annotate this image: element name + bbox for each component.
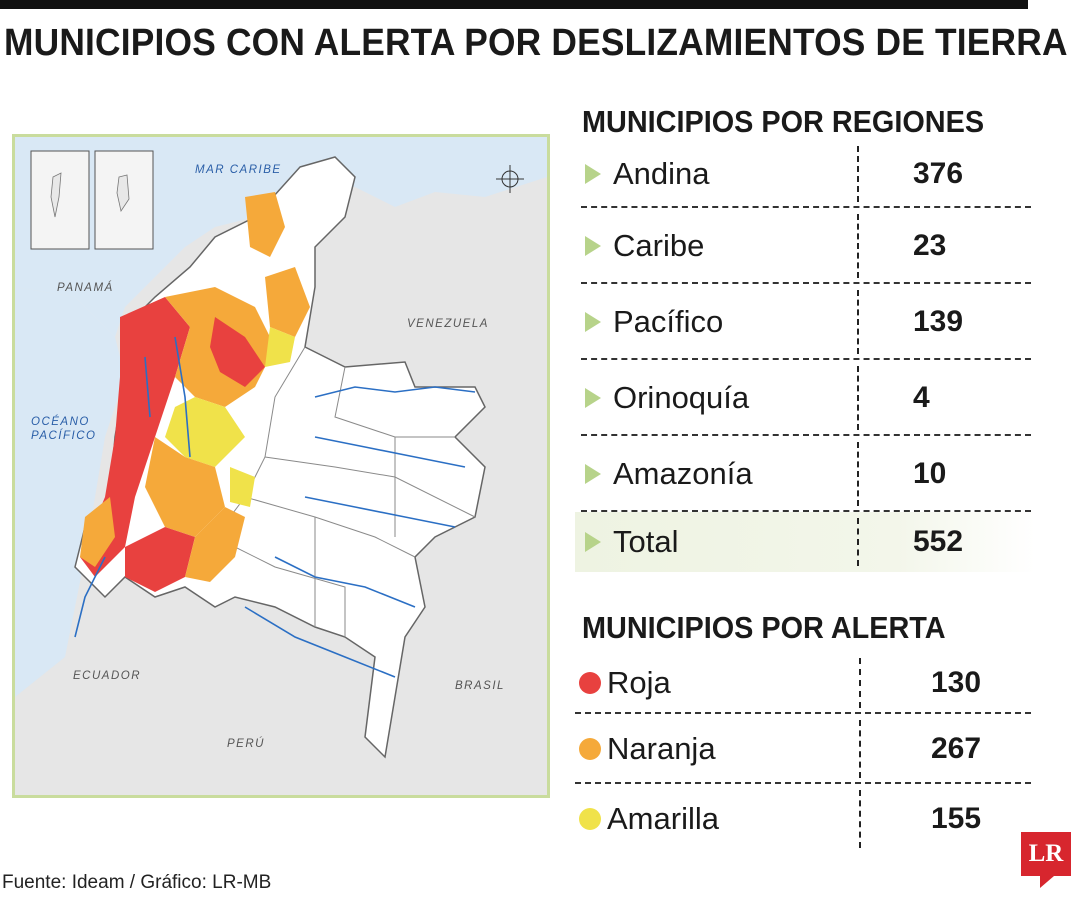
top-rule — [0, 0, 1028, 9]
arrow-icon — [585, 464, 601, 484]
alert-label: Roja — [579, 652, 671, 714]
label-pacifico: PACÍFICO — [31, 429, 96, 442]
alert-label: Amarilla — [579, 784, 719, 854]
label-mar-caribe: MAR CARIBE — [195, 164, 282, 176]
region-label: Amazonía — [585, 436, 753, 512]
label-ecuador: ECUADOR — [73, 670, 141, 682]
source-note: Fuente: Ideam / Gráfico: LR-MB — [2, 872, 272, 893]
region-value: 376 — [913, 157, 964, 190]
arrow-icon — [585, 532, 601, 552]
region-label: Total — [585, 512, 678, 572]
alert-name: Naranja — [607, 731, 716, 766]
column-divider — [857, 518, 859, 566]
region-label: Andina — [585, 140, 710, 208]
region-label: Caribe — [585, 208, 704, 284]
lr-logo-tail — [1040, 876, 1054, 888]
label-brasil: BRASIL — [455, 680, 505, 692]
region-value: 23 — [913, 229, 947, 262]
table-row: Pacífico 139 — [575, 284, 1035, 360]
row-divider — [575, 782, 1031, 784]
column-divider — [857, 442, 859, 506]
label-venezuela: VENEZUELA — [407, 318, 489, 330]
table-row: Roja 130 — [575, 652, 1035, 714]
row-divider — [581, 206, 1031, 208]
region-name: Pacífico — [613, 304, 724, 339]
table-row: Orinoquía 4 — [575, 360, 1035, 436]
column-divider — [857, 290, 859, 354]
red-dot-icon — [579, 672, 601, 694]
table-row: Naranja 267 — [575, 714, 1035, 784]
label-panama: PANAMÁ — [57, 281, 114, 294]
row-divider — [581, 282, 1031, 284]
row-divider — [575, 712, 1031, 714]
region-name: Andina — [613, 156, 710, 191]
row-divider — [581, 434, 1031, 436]
region-name: Orinoquía — [613, 380, 750, 415]
table-row: Andina 376 — [575, 140, 1035, 208]
region-name: Amazonía — [613, 456, 753, 491]
region-label: Orinoquía — [585, 360, 749, 436]
table-row: Amazonía 10 — [575, 436, 1035, 512]
regions-title: MUNICIPIOS POR REGIONES — [582, 104, 985, 139]
column-divider — [859, 658, 861, 708]
arrow-icon — [585, 236, 601, 256]
region-value: 4 — [913, 381, 930, 414]
region-value: 10 — [913, 457, 947, 490]
colombia-map: MAR CARIBE PANAMÁ VENEZUELA OCÉANO PACÍF… — [12, 134, 550, 798]
region-value: 552 — [913, 525, 964, 558]
column-divider — [859, 790, 861, 848]
column-divider — [857, 146, 859, 202]
lr-logo: LR — [1021, 832, 1071, 876]
region-label: Pacífico — [585, 284, 723, 360]
arrow-icon — [585, 312, 601, 332]
arrow-icon — [585, 388, 601, 408]
table-row-total: Total 552 — [575, 512, 1035, 572]
column-divider — [859, 720, 861, 778]
row-divider — [581, 358, 1031, 360]
column-divider — [857, 214, 859, 278]
alert-value: 155 — [931, 802, 982, 835]
region-value: 139 — [913, 305, 964, 338]
alert-label: Naranja — [579, 714, 716, 784]
yellow-dot-icon — [579, 808, 601, 830]
alert-value: 130 — [931, 666, 982, 699]
alert-value: 267 — [931, 732, 982, 765]
regions-table: Andina 376 Caribe 23 Pacífico 139 Orinoq… — [575, 140, 1035, 572]
arrow-icon — [585, 164, 601, 184]
column-divider — [857, 366, 859, 430]
alerts-table: Roja 130 Naranja 267 Amarilla 155 — [575, 652, 1035, 854]
region-name: Total — [613, 524, 679, 559]
main-title: MUNICIPIOS CON ALERTA POR DESLIZAMIENTOS… — [4, 22, 1068, 64]
region-name: Caribe — [613, 228, 705, 263]
label-peru: PERÚ — [227, 737, 265, 750]
row-divider — [581, 510, 1031, 512]
table-row: Caribe 23 — [575, 208, 1035, 284]
alerts-title: MUNICIPIOS POR ALERTA — [582, 610, 946, 645]
table-row: Amarilla 155 — [575, 784, 1035, 854]
map-svg: MAR CARIBE PANAMÁ VENEZUELA OCÉANO PACÍF… — [15, 137, 547, 795]
orange-dot-icon — [579, 738, 601, 760]
alert-name: Roja — [607, 665, 671, 700]
alert-name: Amarilla — [607, 801, 719, 836]
label-oceano: OCÉANO — [31, 415, 90, 428]
